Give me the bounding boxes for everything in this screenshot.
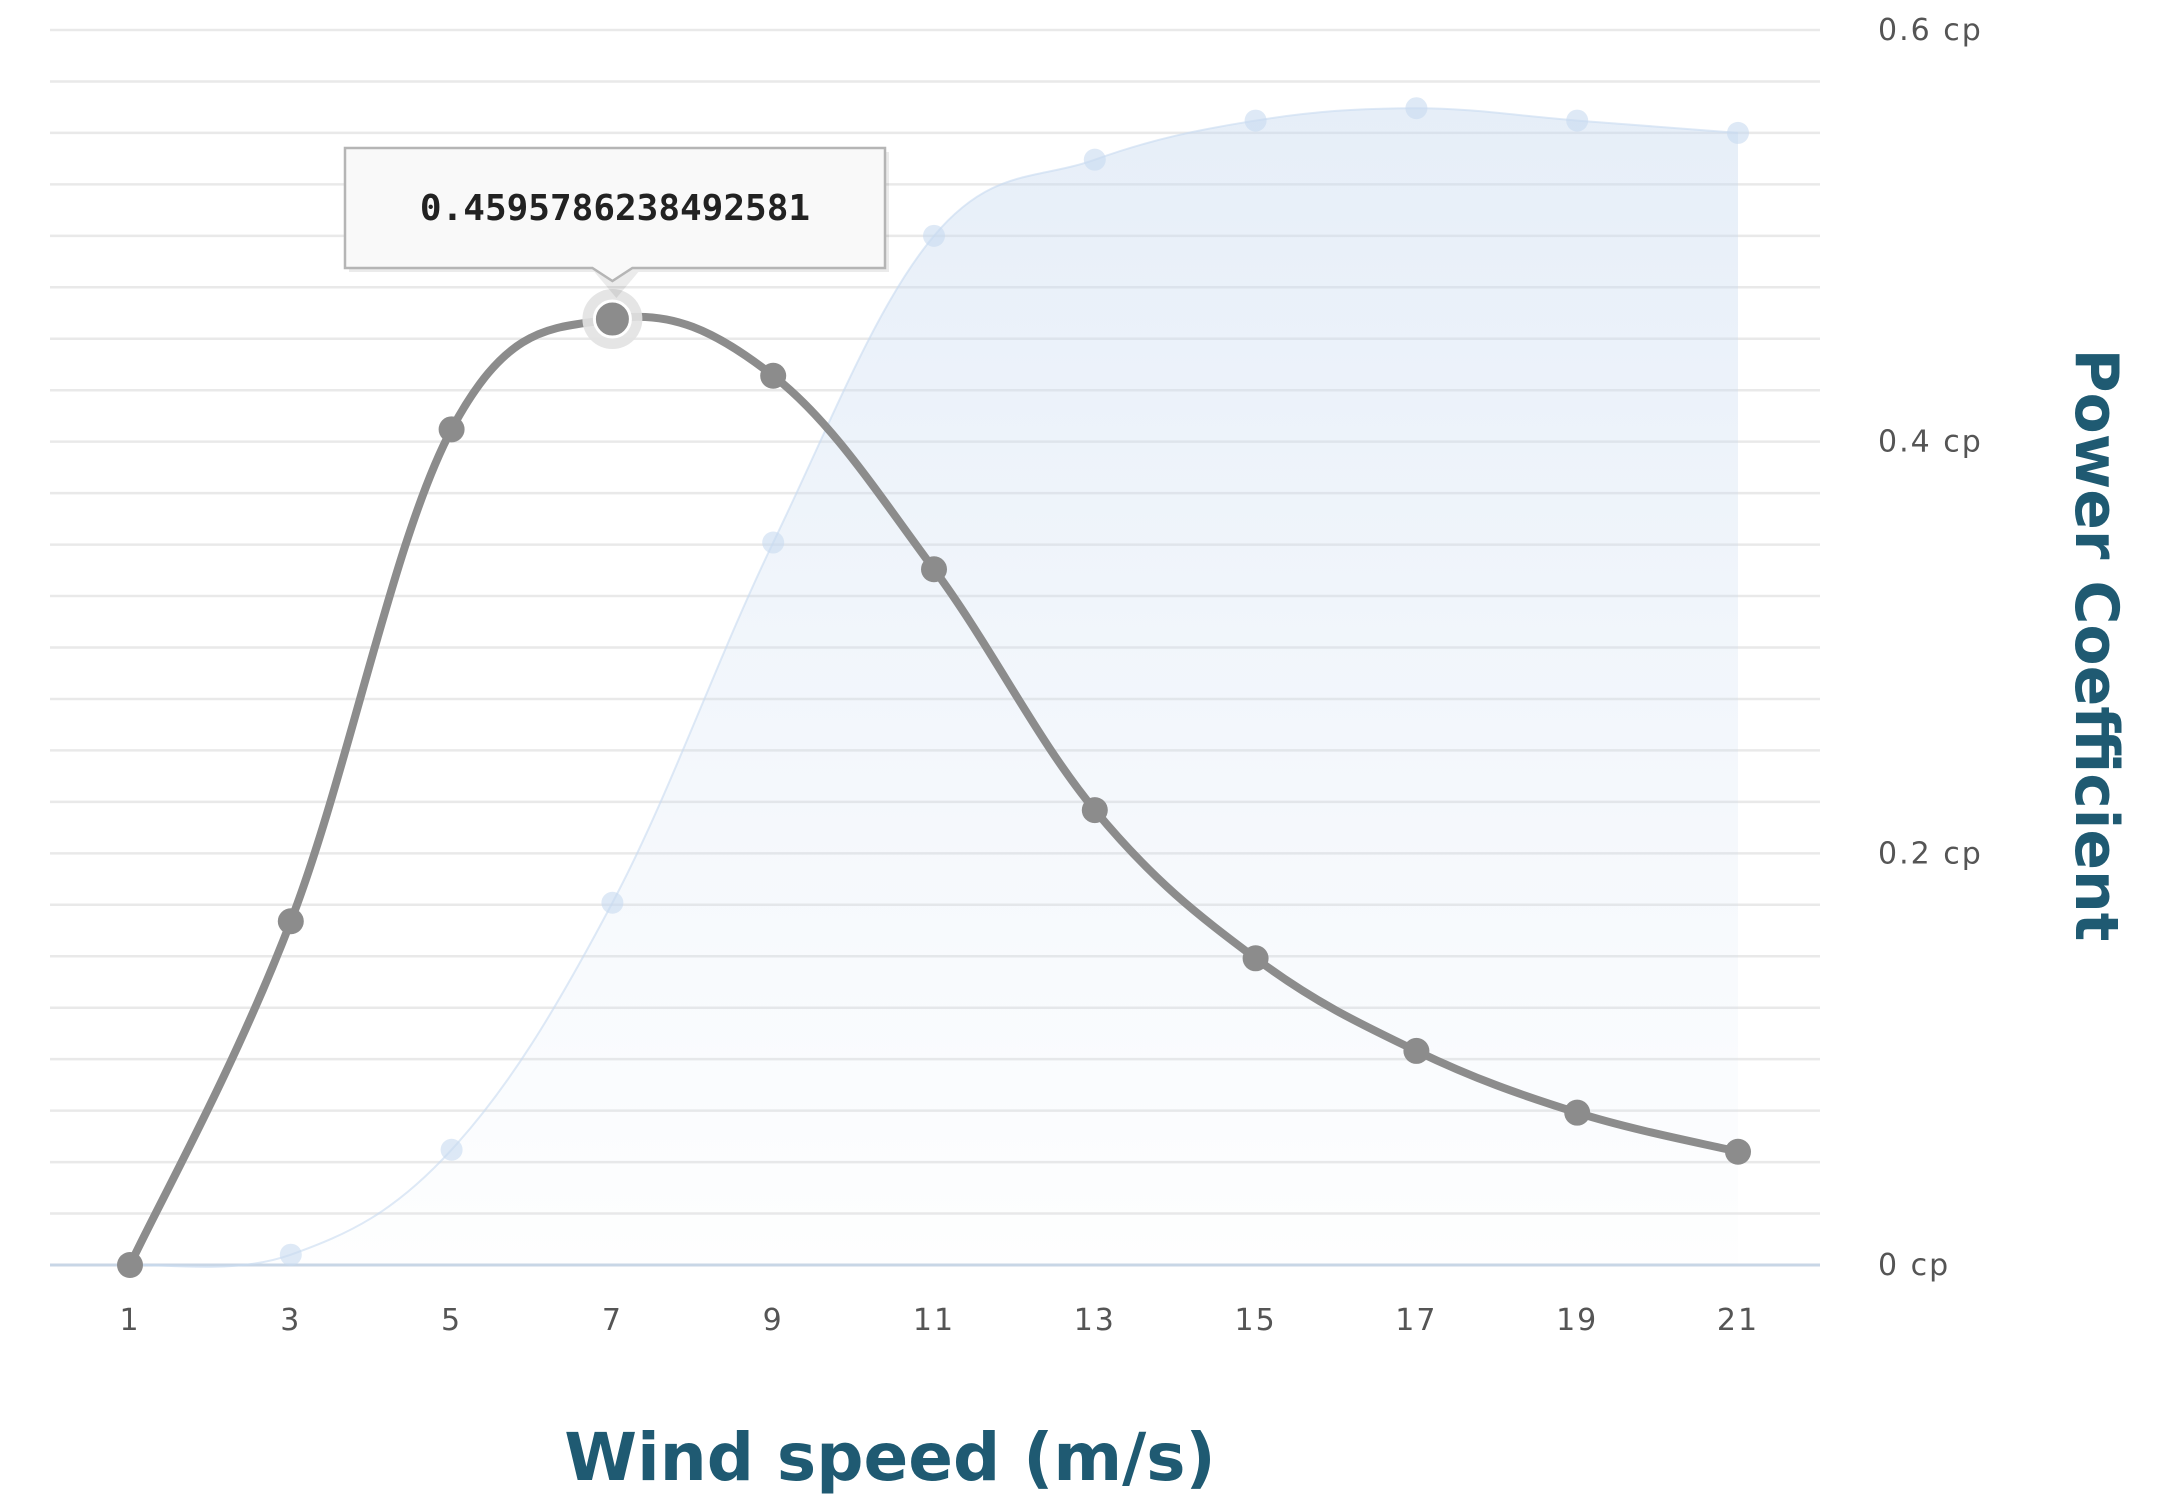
area-series-point xyxy=(440,1138,463,1161)
area-series-point xyxy=(762,531,785,554)
x-tick-label: 3 xyxy=(280,1303,301,1338)
line-series-point xyxy=(921,556,947,583)
x-tick-label: 17 xyxy=(1395,1303,1437,1338)
line-series-point xyxy=(277,908,304,935)
line-series-point xyxy=(1403,1037,1430,1064)
area-series-point xyxy=(1566,109,1589,132)
area-series-point xyxy=(279,1243,302,1266)
x-tick-label: 1 xyxy=(119,1303,140,1338)
x-tick-label: 11 xyxy=(913,1303,955,1338)
x-tick-label: 9 xyxy=(763,1303,784,1338)
area-fill xyxy=(130,108,1738,1267)
y-tick-label: 0.2 cp xyxy=(1878,836,1983,871)
line-series xyxy=(117,289,1751,1278)
area-series-point xyxy=(601,891,624,914)
tooltip-value: 0.4595786238492581 xyxy=(420,188,810,229)
x-axis-ticks: 1 3 5 7 9 11 13 15 17 19 21 xyxy=(119,1303,1759,1338)
y-tick-label: 0.6 cp xyxy=(1878,13,1983,48)
x-tick-label: 15 xyxy=(1235,1303,1277,1338)
area-series-point xyxy=(1083,148,1106,171)
x-axis-title: Wind speed (m/s) xyxy=(564,1419,1215,1496)
y-tick-label: 0 cp xyxy=(1878,1248,1950,1283)
x-tick-label: 13 xyxy=(1074,1303,1116,1338)
line-series-point xyxy=(1242,945,1269,972)
area-series-point xyxy=(1727,121,1749,144)
highlighted-point xyxy=(592,299,632,339)
line-series-point xyxy=(438,416,465,443)
line-series-point xyxy=(1725,1138,1751,1165)
area-series-point xyxy=(923,224,945,247)
x-tick-label: 19 xyxy=(1556,1303,1598,1338)
x-tick-label: 7 xyxy=(602,1303,623,1338)
area-series-point xyxy=(1405,97,1428,120)
x-tick-label: 5 xyxy=(441,1303,462,1338)
line-series-point xyxy=(117,1252,143,1278)
line-series-point xyxy=(1564,1099,1591,1126)
y-axis-title: Power Coefficient xyxy=(2061,349,2131,942)
line-series-point xyxy=(760,362,787,389)
tooltip: 0.4595786238492581 xyxy=(343,146,889,298)
area-series-point xyxy=(1244,109,1267,132)
y-tick-label: 0.4 cp xyxy=(1878,425,1983,460)
line-series-point xyxy=(1081,797,1108,824)
x-tick-label: 21 xyxy=(1717,1303,1759,1338)
tooltip-box xyxy=(343,146,887,283)
y-axis-ticks: 0 cp 0.2 cp 0.4 cp 0.6 cp xyxy=(1878,13,1983,1283)
